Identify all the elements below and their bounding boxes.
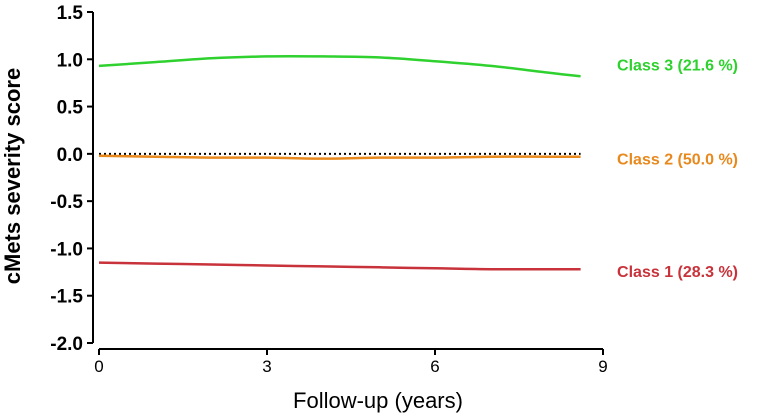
y-tick-label: 1.0 — [57, 50, 83, 71]
y-tick-label: -1.0 — [50, 239, 83, 260]
x-tick-label: 6 — [430, 357, 439, 376]
series-line — [98, 261, 581, 271]
series-layer — [98, 54, 581, 271]
y-tick-label: -2.0 — [50, 334, 83, 355]
series-line — [98, 154, 581, 160]
y-tick-label: 0.5 — [57, 98, 84, 119]
x-axis-ticks: 0 3 6 9 — [94, 349, 608, 376]
y-tick-label: 0.0 — [57, 145, 83, 166]
y-tick-label: -0.5 — [50, 192, 83, 213]
series-labels: Class 3 (21.6 %) Class 2 (50.0 %) Class 1 … — [617, 57, 738, 281]
x-tick-label: 9 — [598, 357, 607, 376]
y-axis-title: cMets severity score — [0, 68, 25, 284]
x-axis-title: Follow-up (years) — [293, 388, 463, 413]
series-label: Class 1 (28.3 %) — [617, 264, 738, 281]
chart-axes — [92, 12, 603, 350]
y-tick-label: -1.5 — [50, 287, 83, 308]
x-tick-label: 3 — [262, 357, 271, 376]
x-tick-label: 0 — [94, 357, 103, 376]
series-label: Class 2 (50.0 %) — [617, 152, 738, 169]
series-line — [98, 54, 581, 78]
series-label: Class 3 (21.6 %) — [617, 57, 738, 74]
y-axis-ticks: 1.5 1.0 0.5 0.0 -0.5 -1.0 -1.5 -2.0 — [50, 3, 93, 355]
y-tick-label: 1.5 — [57, 3, 84, 24]
